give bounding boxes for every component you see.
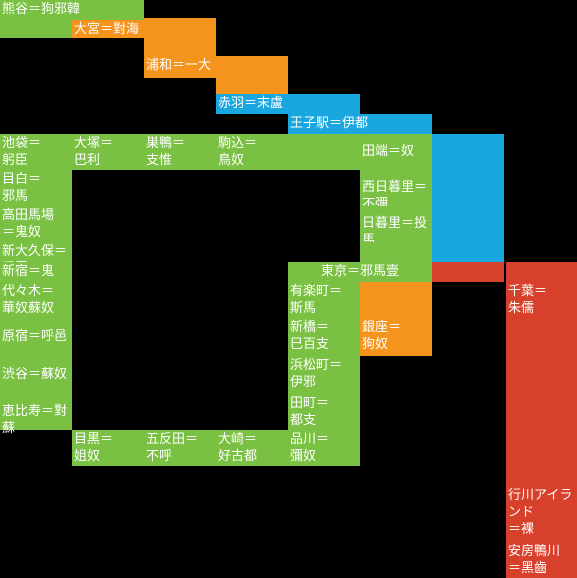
station-shimbashi: 新橋＝ 巳百支 — [288, 318, 360, 356]
station-omiya: 大宮＝對海 — [72, 20, 144, 38]
station-komagome: 駒込＝ 鳥奴 — [216, 134, 288, 170]
station-nippori: 日暮里＝投馬 — [360, 206, 432, 248]
station-awakamogawa: 安房鴨川 ＝黑齒 — [506, 542, 577, 578]
block-sotobo-1 — [506, 318, 577, 486]
station-mejiro: 目白＝ 邪馬 — [0, 170, 72, 206]
station-otsuka: 大塚＝ 巴利 — [72, 134, 144, 170]
block-urawa-ext — [216, 56, 288, 94]
station-gotanda: 五反田＝ 不呼 — [144, 430, 216, 466]
block-kumagaya-ext — [0, 20, 72, 38]
station-ginza: 銀座＝ 狗奴 — [360, 318, 432, 356]
station-tokyo: 東京＝邪馬壹 — [288, 262, 432, 282]
block-yurakucho-orange — [360, 282, 432, 318]
block-komagome-ext — [288, 134, 360, 170]
station-shibuya: 渋谷＝蘇奴 — [0, 356, 72, 394]
station-oji: 王子駅＝伊都 — [288, 114, 432, 134]
station-tabata: 田端＝奴 — [360, 134, 432, 170]
block-omiya-ext — [144, 18, 216, 56]
station-chiba: 千葉＝ 朱儒 — [506, 282, 577, 318]
block-uguisudani-blue — [432, 242, 504, 262]
station-ikebukuro: 池袋＝ 躬臣 — [0, 134, 72, 170]
station-nishinippori: 西日暮里＝不彌 — [360, 170, 432, 212]
block-nishinippori-blue — [432, 170, 504, 206]
station-shinjuku: 新宿＝鬼 — [0, 262, 72, 282]
station-yurakucho: 有楽町＝ 斯馬 — [288, 282, 360, 318]
station-akabane: 赤羽＝末盧 — [216, 94, 360, 114]
station-gyotoku: 行川アイラ ンド ＝裸 — [506, 486, 577, 542]
station-hamamatsucho: 浜松町＝ 伊邪 — [288, 356, 360, 394]
station-osaki: 大崎＝ 好古都 — [216, 430, 288, 466]
block-nippori-blue — [432, 206, 504, 242]
station-shinokubo: 新大久保＝爲吾 — [0, 242, 72, 276]
station-sugamo: 巣鴨＝ 支惟 — [144, 134, 216, 170]
block-uguisudani — [360, 242, 432, 262]
station-kumagaya: 熊谷＝狗邪韓 — [0, 0, 144, 20]
station-urawa: 浦和＝一大 — [144, 56, 216, 78]
station-harajuku: 原宿＝呼邑 — [0, 318, 72, 356]
station-takadanobaba: 高田馬場 ＝鬼奴 — [0, 206, 72, 242]
station-tamachi: 田町＝ 都支 — [288, 394, 360, 430]
block-tabata-blue — [432, 134, 504, 170]
station-yoyogi: 代々木＝ 華奴蘇奴 — [0, 282, 72, 318]
block-tokyo-red — [432, 262, 504, 282]
block-tokyo-red-2 — [506, 262, 577, 282]
station-ebisu: 恵比寿＝對蘇 — [0, 394, 72, 436]
station-meguro: 目黒＝ 姐奴 — [72, 430, 144, 466]
station-shinagawa: 品川＝ 彌奴 — [288, 430, 360, 466]
